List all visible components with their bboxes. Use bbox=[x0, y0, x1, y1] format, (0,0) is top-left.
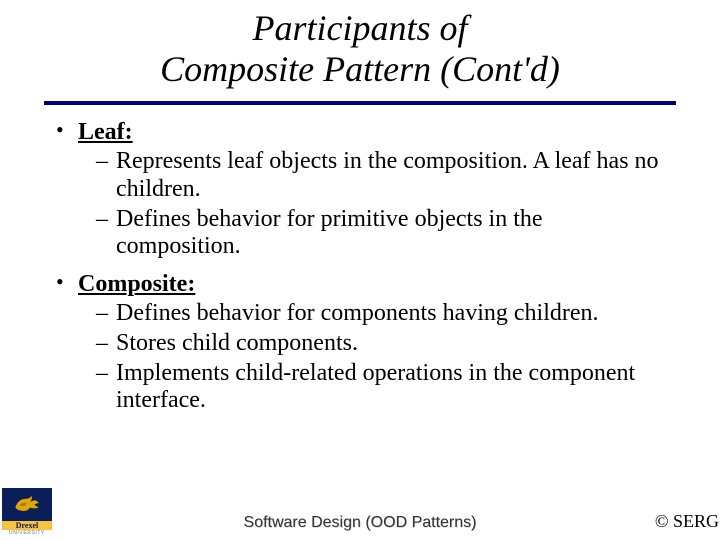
bullet-dot-icon: • bbox=[56, 119, 78, 141]
slide-title: Participants of Composite Pattern (Cont'… bbox=[0, 0, 720, 97]
sub-text: Represents leaf objects in the compositi… bbox=[116, 148, 664, 203]
sub-item: – Defines behavior for primitive objects… bbox=[96, 206, 664, 261]
sub-item: – Represents leaf objects in the composi… bbox=[96, 148, 664, 203]
title-line-2: Composite Pattern (Cont'd) bbox=[160, 49, 560, 89]
footer-center-main: Software Design bbox=[244, 514, 361, 531]
logo-top bbox=[2, 488, 52, 520]
sub-text: Defines behavior for components having c… bbox=[116, 300, 664, 328]
sub-text: Stores child components. bbox=[116, 330, 664, 358]
sub-text: Implements child-related operations in t… bbox=[116, 360, 664, 415]
title-underline bbox=[44, 101, 676, 105]
bullet-label: Composite: bbox=[78, 271, 195, 299]
slide: Participants of Composite Pattern (Cont'… bbox=[0, 0, 720, 540]
bullet-composite: • Composite: bbox=[56, 271, 664, 299]
sub-text: Defines behavior for primitive objects i… bbox=[116, 206, 664, 261]
footer-center: Software Design (OOD Patterns) bbox=[244, 514, 477, 532]
logo-university: UNIVERSITY bbox=[2, 530, 52, 536]
drexel-logo: Drexel UNIVERSITY bbox=[2, 488, 52, 534]
dash-icon: – bbox=[96, 206, 116, 234]
sub-item: – Defines behavior for components having… bbox=[96, 300, 664, 328]
dash-icon: – bbox=[96, 360, 116, 388]
sub-item: – Stores child components. bbox=[96, 330, 664, 358]
dragon-icon bbox=[12, 493, 42, 515]
footer-center-paren: (OOD Patterns) bbox=[361, 514, 477, 531]
footer-copyright: © SERG bbox=[655, 511, 719, 532]
dash-icon: – bbox=[96, 300, 116, 328]
bullet-leaf: • Leaf: bbox=[56, 119, 664, 147]
bullet-label: Leaf: bbox=[78, 119, 133, 147]
content: • Leaf: – Represents leaf objects in the… bbox=[0, 119, 720, 415]
sub-item: – Implements child-related operations in… bbox=[96, 360, 664, 415]
bullet-dot-icon: • bbox=[56, 271, 78, 293]
footer: Drexel UNIVERSITY Software Design (OOD P… bbox=[0, 488, 720, 534]
logo-name: Drexel bbox=[2, 520, 52, 530]
title-line-1: Participants of bbox=[253, 8, 468, 48]
dash-icon: – bbox=[96, 330, 116, 358]
dash-icon: – bbox=[96, 148, 116, 176]
